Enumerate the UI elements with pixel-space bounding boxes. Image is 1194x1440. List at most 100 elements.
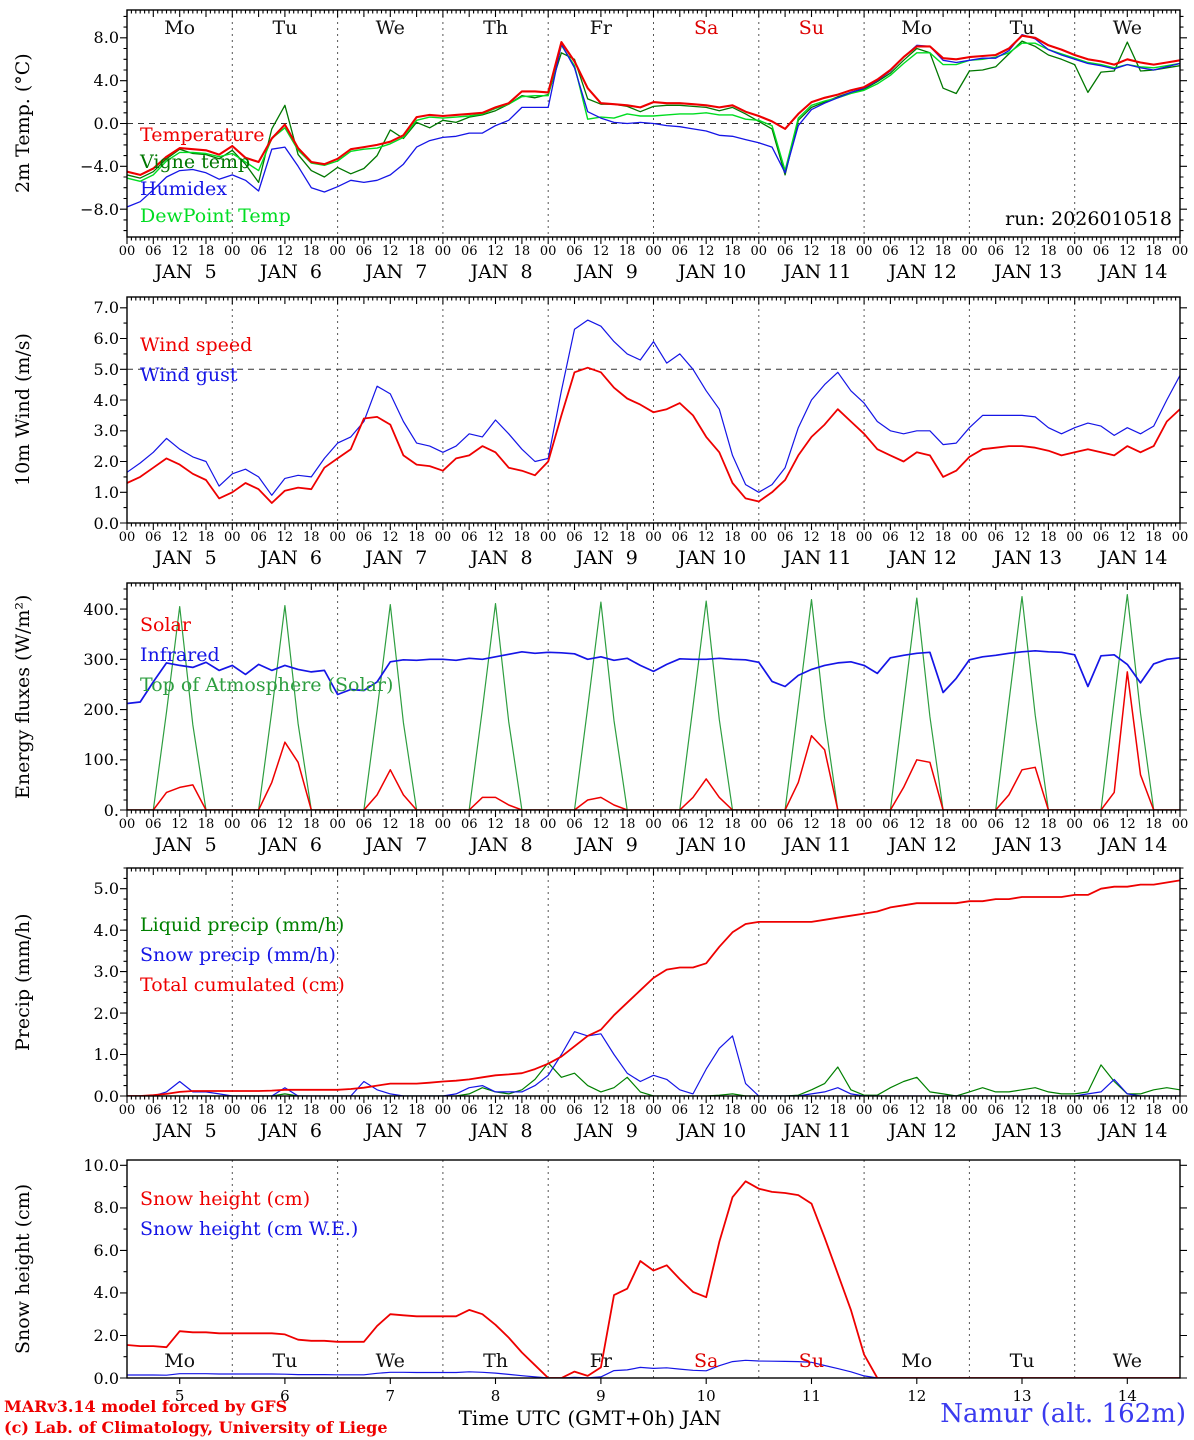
series-dewpoint-temp [127,42,1180,182]
station-label: Namur (alt. 162m) [940,1399,1186,1429]
hour-tick-label: 18 [618,1103,636,1118]
hour-tick-label: 18 [934,1103,952,1118]
weekday-label: Mo [901,1350,933,1372]
x-axis-title: Time UTC (GMT+0h) JAN [458,1406,722,1430]
hour-tick-label: 00 [118,1103,136,1118]
y-axis-title-snow-height: Snow height (cm) [12,1183,34,1355]
weekday-label: Tu [272,17,298,39]
hour-tick-label: 00 [750,244,768,259]
y-tick-label: 1.0 [93,482,119,502]
series-humidex [127,33,1180,208]
hour-tick-label: 12 [908,530,926,545]
hour-tick-label: 12 [171,817,188,832]
y-tick-label: 0.0 [93,114,119,133]
hour-tick-label: 00 [1066,817,1083,832]
model-run-label: run: 2026010518 [1005,208,1172,230]
date-label: JAN 5 [154,834,217,856]
hour-tick-label: 18 [1040,817,1057,832]
weekday-label: Sa [693,1350,719,1372]
hour-tick-label: 18 [513,530,531,545]
day-number-label: 9 [596,1387,606,1405]
hour-tick-label: 18 [302,530,320,545]
hour-tick-label: 12 [803,817,820,832]
y-tick-label: 400. [83,599,119,619]
hour-tick-label: 18 [1040,530,1057,545]
hour-tick-label: 00 [434,530,452,545]
weekday-label: Mo [164,17,196,39]
axis-tick-marks [120,583,1187,817]
date-label: JAN 7 [365,547,428,569]
hour-tick-label: 12 [1013,244,1031,259]
hour-tick-label: 00 [118,244,136,259]
legend-energy-fluxes: Solar Infrared Top of Atmosphere (Solar) [140,610,393,700]
hour-tick-label: 12 [1119,817,1136,832]
hour-tick-label: 00 [539,244,557,259]
hour-tick-label: 00 [1066,1103,1083,1118]
date-label: JAN 6 [259,547,322,569]
legend-precip: Liquid precip (mm/h) Snow precip (mm/h) … [140,910,345,1000]
date-label: JAN 11 [783,1120,852,1142]
hour-tick-label: 00 [1171,530,1189,545]
hour-tick-label: 00 [1066,244,1083,259]
y-tick-label: 0. [103,800,119,820]
hour-tick-label: 18 [724,244,741,259]
hour-tick-label: 12 [908,1103,926,1118]
date-label: JAN 8 [470,547,533,569]
y-tick-label: 0.0 [93,1368,119,1388]
hour-tick-label: 18 [724,1103,741,1118]
hour-tick-label: 00 [329,530,346,545]
series-wind-speed [127,366,1180,504]
day-number-label: 7 [385,1387,396,1405]
hour-tick-label: 12 [381,530,399,545]
hour-tick-label: 00 [645,1103,662,1118]
hour-tick-label: 00 [539,817,557,832]
series-infrared [127,649,1180,705]
day-number-label: 12 [907,1387,927,1405]
series-vigne-temp [127,40,1180,184]
legend-snow-height: Snow height (cm) Snow height (cm W.E.) [140,1184,358,1244]
date-label: JAN 11 [783,261,852,283]
y-axis-title-precip: Precip (mm/h) [12,913,34,1051]
hour-tick-label: 18 [934,244,952,259]
series-snow-precip-mm-h [127,1031,1180,1096]
hour-tick-label: 12 [697,1103,715,1118]
axis-tick-marks [120,10,1187,244]
hour-tick-label: 00 [329,244,346,259]
y-tick-label: 3.0 [93,421,119,441]
hour-tick-label: 12 [381,1103,399,1118]
y-tick-label: 300. [83,649,119,669]
legend-item-humidex: Humidex [140,178,228,200]
hour-tick-label: 00 [118,817,136,832]
series-temperature [127,34,1180,176]
hour-tick-label: 06 [776,817,794,832]
date-label: JAN 14 [1099,834,1168,856]
legend-item-wind-speed: Wind speed [140,334,253,356]
date-label: JAN 5 [154,261,217,283]
weekday-label: Tu [1009,1350,1035,1372]
date-label: JAN 14 [1099,547,1168,569]
hour-tick-label: 00 [1171,244,1189,259]
hour-tick-label: 00 [224,1103,241,1118]
hour-tick-label: 18 [618,817,636,832]
hour-tick-label: 06 [355,817,373,832]
hour-tick-label: 18 [724,530,741,545]
hour-tick-label: 12 [276,1103,294,1118]
y-tick-label: 2.0 [93,1325,119,1345]
y-tick-label: 100. [83,750,119,770]
legend-temperature: Temperature Vigne temp Humidex DewPoint … [140,122,291,230]
hour-tick-label: 18 [1145,244,1162,259]
hour-tick-label: 18 [618,530,636,545]
hour-tick-label: 00 [1171,817,1189,832]
hour-tick-label: 12 [276,244,294,259]
date-label: JAN 9 [575,261,638,283]
hour-tick-label: 06 [776,530,794,545]
day-number-label: 5 [174,1387,185,1405]
hour-tick-label: 18 [934,530,952,545]
hour-tick-label: 06 [460,530,478,545]
legend-item-snow-height-we: Snow height (cm W.E.) [140,1218,359,1240]
day-number-label: 11 [801,1387,821,1405]
hour-tick-label: 18 [408,244,425,259]
y-tick-label: −4.0 [80,156,119,176]
legend-item-wind-gust: Wind gust [140,364,238,386]
